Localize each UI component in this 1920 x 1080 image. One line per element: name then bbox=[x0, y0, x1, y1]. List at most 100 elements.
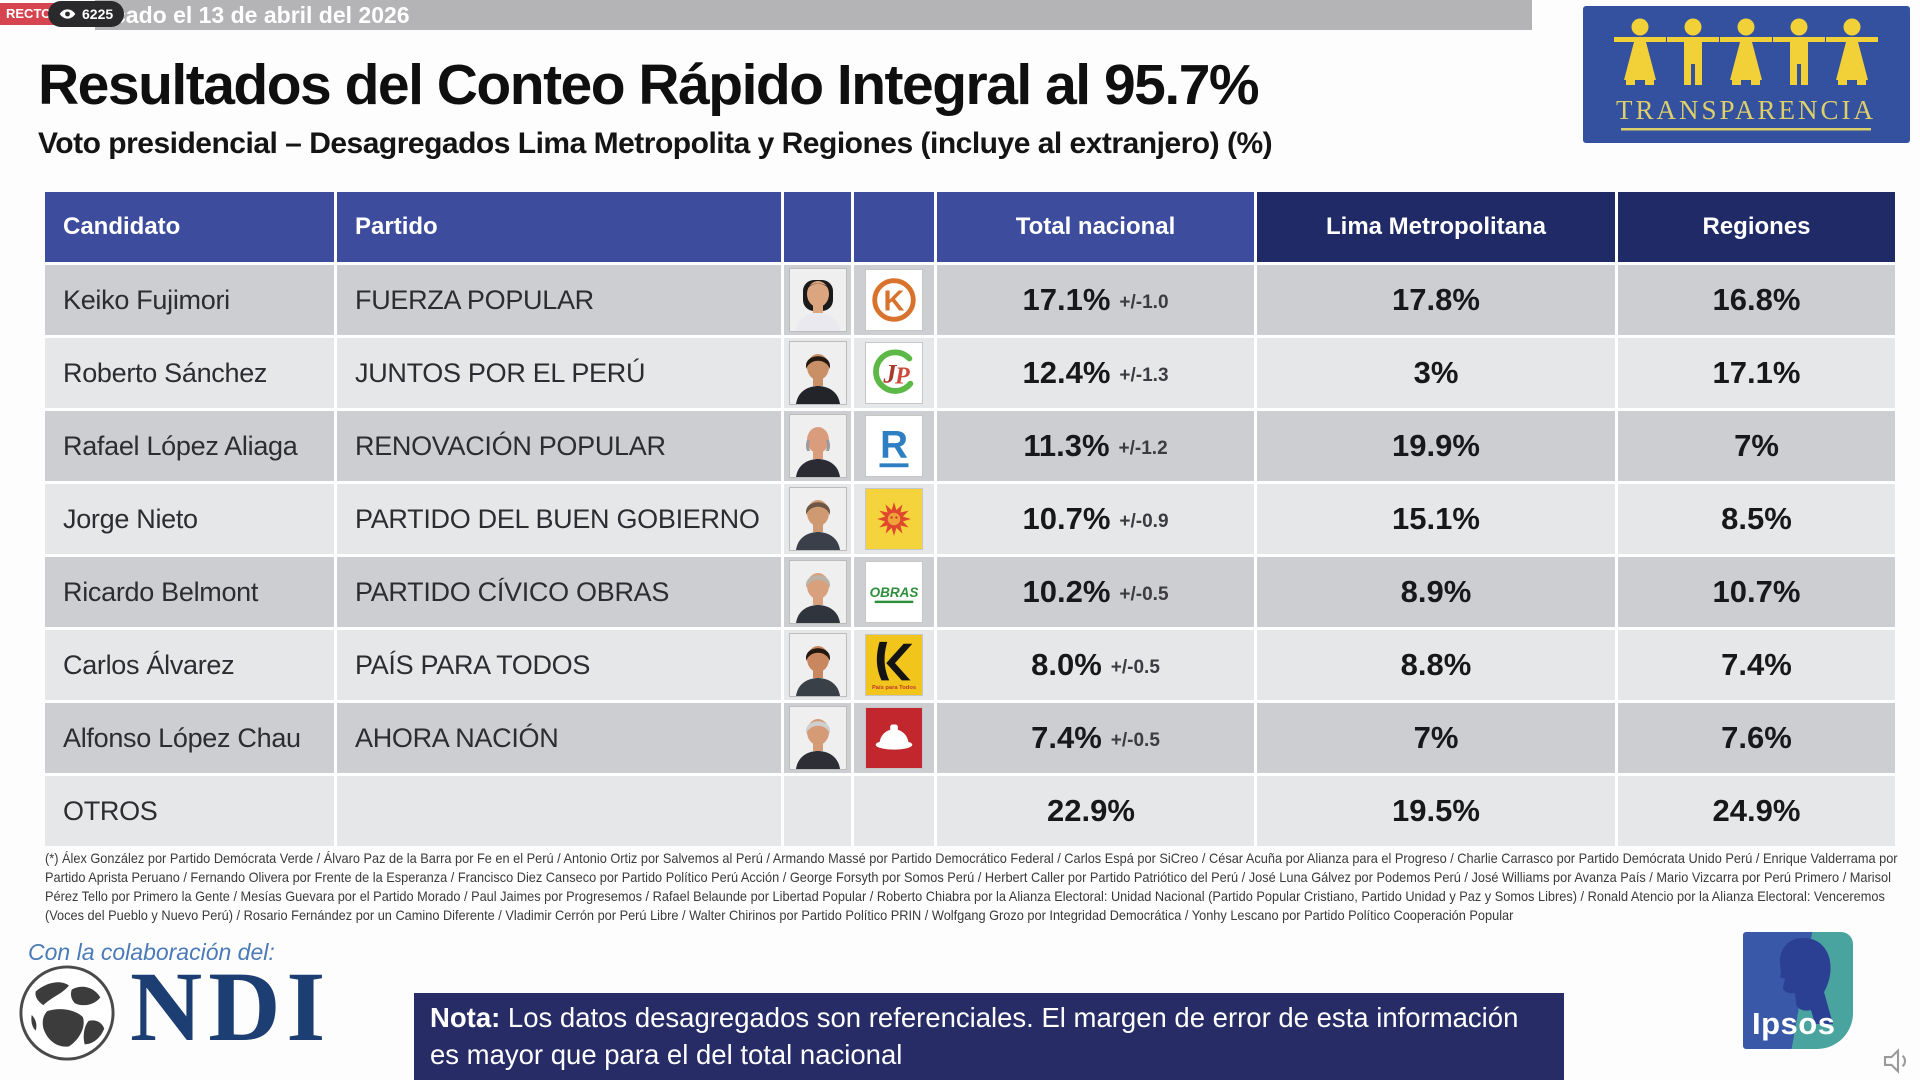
party-logo-cell: K bbox=[854, 265, 934, 335]
party-name: JUNTOS POR EL PERÚ bbox=[337, 338, 781, 408]
party-name: PARTIDO DEL BUEN GOBIERNO bbox=[337, 484, 781, 554]
party-logo-cell: OBRAS bbox=[854, 557, 934, 627]
footnote: (*) Álex González por Partido Demócrata … bbox=[45, 851, 1898, 923]
svg-text:J: J bbox=[882, 360, 897, 389]
party-logo-sun-icon bbox=[865, 488, 923, 550]
candidate-photo bbox=[788, 341, 847, 405]
note-text: Los datos desagregados son referenciales… bbox=[430, 1002, 1519, 1070]
total-value: 10.7% bbox=[1022, 501, 1111, 536]
margin-of-error: +/-1.2 bbox=[1118, 438, 1168, 459]
party-logo-cell: R bbox=[854, 411, 934, 481]
margin-of-error: +/-1.0 bbox=[1119, 292, 1169, 313]
total-value: 10.2% bbox=[1022, 574, 1111, 609]
stream-title-bar: cado el 13 de abril del 2026 bbox=[95, 0, 1532, 30]
candidate-photo-cell bbox=[784, 484, 851, 554]
candidate-name: Jorge Nieto bbox=[45, 484, 334, 554]
candidate-photo-cell bbox=[784, 411, 851, 481]
svg-text:País para Todos: País para Todos bbox=[872, 685, 916, 691]
total-value-cell: 10.2% +/-0.5 bbox=[937, 557, 1254, 627]
candidate-photo-cell bbox=[784, 776, 851, 846]
margin-of-error: +/-0.5 bbox=[1110, 730, 1160, 751]
candidate-photo-cell bbox=[784, 338, 851, 408]
party-logo-fp-icon: K bbox=[865, 269, 923, 331]
total-value-cell: 17.1% +/-1.0 bbox=[937, 265, 1254, 335]
candidate-photo bbox=[788, 268, 847, 332]
lima-value: 17.8% bbox=[1257, 265, 1615, 335]
total-value-cell: 8.0% +/-0.5 bbox=[937, 630, 1254, 700]
ndi-logo: NDI bbox=[18, 957, 331, 1063]
party-logo-road-icon: País para Todos bbox=[865, 634, 923, 696]
viewer-count-badge: 6225 bbox=[48, 1, 125, 27]
regiones-value: 7.6% bbox=[1618, 703, 1895, 773]
total-value: 8.0% bbox=[1031, 647, 1102, 682]
svg-text:R: R bbox=[880, 424, 908, 467]
party-name bbox=[337, 776, 781, 846]
regiones-value: 17.1% bbox=[1618, 338, 1895, 408]
regiones-value: 16.8% bbox=[1618, 265, 1895, 335]
globe-icon bbox=[18, 964, 116, 1062]
col-header-logo bbox=[854, 192, 934, 262]
party-logo-cell bbox=[854, 484, 934, 554]
speaker-icon[interactable] bbox=[1882, 1048, 1914, 1079]
candidate-name: Ricardo Belmont bbox=[45, 557, 334, 627]
candidate-photo bbox=[788, 706, 847, 770]
regiones-value: 7% bbox=[1618, 411, 1895, 481]
lima-value: 7% bbox=[1257, 703, 1615, 773]
total-value: 12.4% bbox=[1022, 355, 1111, 390]
svg-text:OBRAS: OBRAS bbox=[870, 585, 919, 600]
party-logo-obras-icon: OBRAS bbox=[865, 561, 923, 623]
party-logo-jp-icon: J P bbox=[865, 342, 923, 404]
lima-value: 15.1% bbox=[1257, 484, 1615, 554]
candidate-name: Alfonso López Chau bbox=[45, 703, 334, 773]
total-value: 11.3% bbox=[1023, 428, 1110, 463]
total-value: 22.9% bbox=[1047, 793, 1135, 828]
candidate-name: Carlos Álvarez bbox=[45, 630, 334, 700]
col-header-partido: Partido bbox=[337, 192, 781, 262]
party-logo-rp-icon: R bbox=[865, 415, 923, 477]
regiones-value: 10.7% bbox=[1618, 557, 1895, 627]
candidate-photo-cell bbox=[784, 703, 851, 773]
transparencia-label: TRANSPARENCIA bbox=[1616, 95, 1876, 125]
candidate-photo bbox=[788, 414, 847, 478]
lima-value: 3% bbox=[1257, 338, 1615, 408]
col-header-photo bbox=[784, 192, 851, 262]
note-box: Nota: Los datos desagregados son referen… bbox=[414, 993, 1564, 1080]
total-value: 7.4% bbox=[1031, 720, 1102, 755]
svg-text:K: K bbox=[884, 286, 905, 318]
margin-of-error: +/-1.3 bbox=[1119, 365, 1169, 386]
candidate-name: Rafael López Aliaga bbox=[45, 411, 334, 481]
lima-value: 8.9% bbox=[1257, 557, 1615, 627]
candidate-photo bbox=[788, 487, 847, 551]
ipsos-label: Ipsos bbox=[1752, 1006, 1836, 1041]
regiones-value: 8.5% bbox=[1618, 484, 1895, 554]
party-logo-hat-icon bbox=[865, 707, 923, 769]
lima-value: 19.5% bbox=[1257, 776, 1615, 846]
viewer-count: 6225 bbox=[82, 6, 114, 22]
candidate-photo-cell bbox=[784, 265, 851, 335]
candidate-name: OTROS bbox=[45, 776, 334, 846]
regiones-value: 24.9% bbox=[1618, 776, 1895, 846]
collaboration-label: Con la colaboración del: bbox=[28, 939, 275, 965]
total-value-cell: 7.4% +/-0.5 bbox=[937, 703, 1254, 773]
col-header-candidato: Candidato bbox=[45, 192, 334, 262]
party-logo-cell: País para Todos bbox=[854, 630, 934, 700]
margin-of-error: +/-0.5 bbox=[1119, 584, 1169, 605]
margin-of-error: +/-0.9 bbox=[1119, 511, 1169, 532]
live-badge: RECTO bbox=[0, 3, 58, 25]
face-profile-icon bbox=[1780, 938, 1833, 1024]
col-header-regiones: Regiones bbox=[1618, 192, 1895, 262]
total-value-cell: 11.3% +/-1.2 bbox=[937, 411, 1254, 481]
col-header-lima: Lima Metropolitana bbox=[1257, 192, 1615, 262]
page-subtitle: Voto presidencial – Desagregados Lima Me… bbox=[38, 127, 1273, 160]
party-logo-cell bbox=[854, 776, 934, 846]
candidate-photo bbox=[788, 560, 847, 624]
party-name: FUERZA POPULAR bbox=[337, 265, 781, 335]
total-value-cell: 22.9% bbox=[937, 776, 1254, 846]
party-name: AHORA NACIÓN bbox=[337, 703, 781, 773]
total-value-cell: 10.7% +/-0.9 bbox=[937, 484, 1254, 554]
candidate-name: Keiko Fujimori bbox=[45, 265, 334, 335]
margin-of-error: +/-0.5 bbox=[1110, 657, 1160, 678]
transparencia-logo: TRANSPARENCIA bbox=[1583, 6, 1910, 143]
regiones-value: 7.4% bbox=[1618, 630, 1895, 700]
